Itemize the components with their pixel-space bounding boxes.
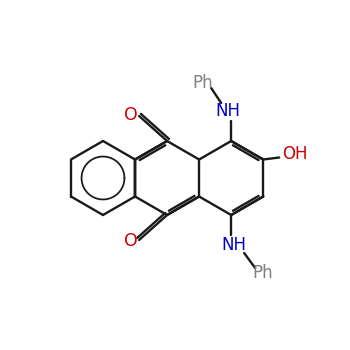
Text: O: O bbox=[124, 232, 138, 250]
Text: OH: OH bbox=[282, 146, 308, 163]
Text: NH: NH bbox=[222, 236, 247, 254]
Text: NH: NH bbox=[216, 102, 241, 120]
Text: Ph: Ph bbox=[193, 74, 214, 92]
Text: O: O bbox=[124, 106, 138, 124]
Text: Ph: Ph bbox=[253, 264, 273, 282]
